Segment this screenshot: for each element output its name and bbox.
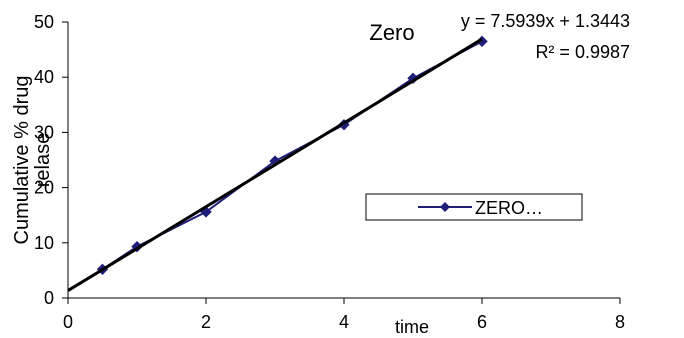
x-tick-label: 0 — [63, 312, 73, 332]
trendline-equation: y = 7.5939x + 1.3443 — [461, 11, 630, 31]
y-tick-label: 30 — [34, 122, 54, 142]
y-tick-label: 0 — [44, 288, 54, 308]
y-axis-label: Cumulative % drugrelase — [11, 76, 54, 245]
legend-box — [365, 193, 583, 221]
axes: 0 2 4 6 8 0 10 20 30 40 50 — [34, 12, 625, 332]
trend-layer — [67, 37, 483, 292]
x-axis-label: time — [395, 317, 429, 337]
y-tick-label: 40 — [34, 67, 54, 87]
x-tick-label: 8 — [615, 312, 625, 332]
legend: ZERO… — [365, 193, 583, 221]
y-ticks: 0 10 20 30 40 50 — [34, 12, 68, 308]
y-tick-label: 20 — [34, 178, 54, 198]
legend-marker — [440, 202, 450, 212]
x-ticks: 0 2 4 6 8 — [63, 298, 625, 332]
trendline-r-squared: R² = 0.9987 — [535, 42, 630, 62]
y-tick-label: 50 — [34, 12, 54, 32]
chart-title: Zero — [369, 20, 414, 45]
x-tick-label: 6 — [477, 312, 487, 332]
trendline — [67, 37, 483, 292]
x-tick-label: 4 — [339, 312, 349, 332]
legend-label: ZERO… — [475, 198, 543, 218]
y-tick-label: 10 — [34, 233, 54, 253]
x-tick-label: 2 — [201, 312, 211, 332]
